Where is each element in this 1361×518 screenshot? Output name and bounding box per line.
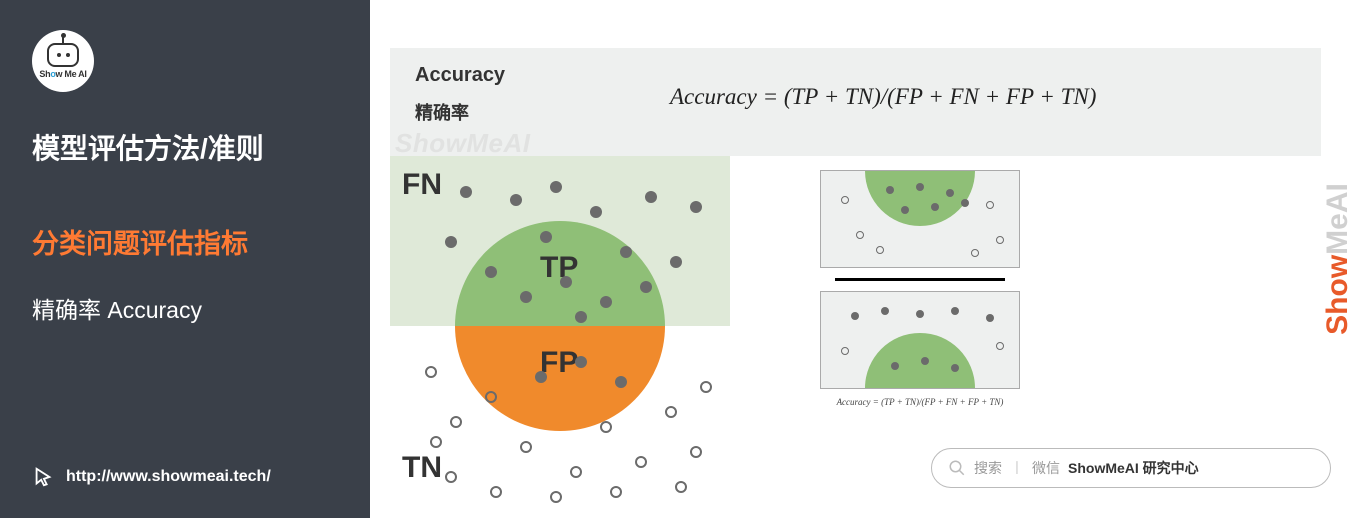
footer-url[interactable]: http://www.showmeai.tech/	[66, 468, 271, 486]
search-pill[interactable]: 搜索 丨 微信 ShowMeAI 研究中心	[931, 448, 1331, 488]
content-area: Accuracy 精确率 Accuracy = (TP + TN)/(FP + …	[370, 0, 1361, 518]
fraction-caption: Accuracy = (TP + TN)/(FP + FN + FP + TN)	[810, 397, 1030, 407]
search-bold: ShowMeAI 研究中心	[1068, 458, 1199, 478]
logo: Show Me AI	[32, 30, 94, 92]
title-main: 模型评估方法/准则	[32, 127, 338, 167]
side-brand: ShowMeAI	[1321, 183, 1355, 335]
search-icon	[948, 459, 966, 477]
fraction-line	[835, 278, 1005, 281]
search-divider: 丨	[1010, 458, 1024, 478]
fraction-denominator	[820, 291, 1020, 389]
header-title-cn: 精确率	[415, 99, 505, 125]
cursor-icon	[32, 466, 54, 488]
fraction-numerator	[820, 170, 1020, 268]
title-sub: 精确率 Accuracy	[32, 291, 338, 325]
confusion-diagram: FN TP FP TN	[390, 156, 730, 496]
header-band: Accuracy 精确率 Accuracy = (TP + TN)/(FP + …	[390, 48, 1321, 156]
accuracy-formula: Accuracy = (TP + TN)/(FP + FN + FP + TN)	[670, 84, 1096, 110]
search-text-1: 搜索	[974, 458, 1002, 478]
header-title-en: Accuracy	[415, 64, 505, 87]
sidebar-footer: http://www.showmeai.tech/	[32, 466, 338, 488]
search-text-2: 微信	[1032, 458, 1060, 478]
title-accent: 分类问题评估指标	[32, 222, 338, 261]
label-fn: FN	[402, 168, 442, 202]
sidebar: Show Me AI 模型评估方法/准则 分类问题评估指标 精确率 Accura…	[0, 0, 370, 518]
fraction-diagram: Accuracy = (TP + TN)/(FP + FN + FP + TN)	[810, 170, 1030, 407]
label-tn: TN	[402, 451, 442, 485]
